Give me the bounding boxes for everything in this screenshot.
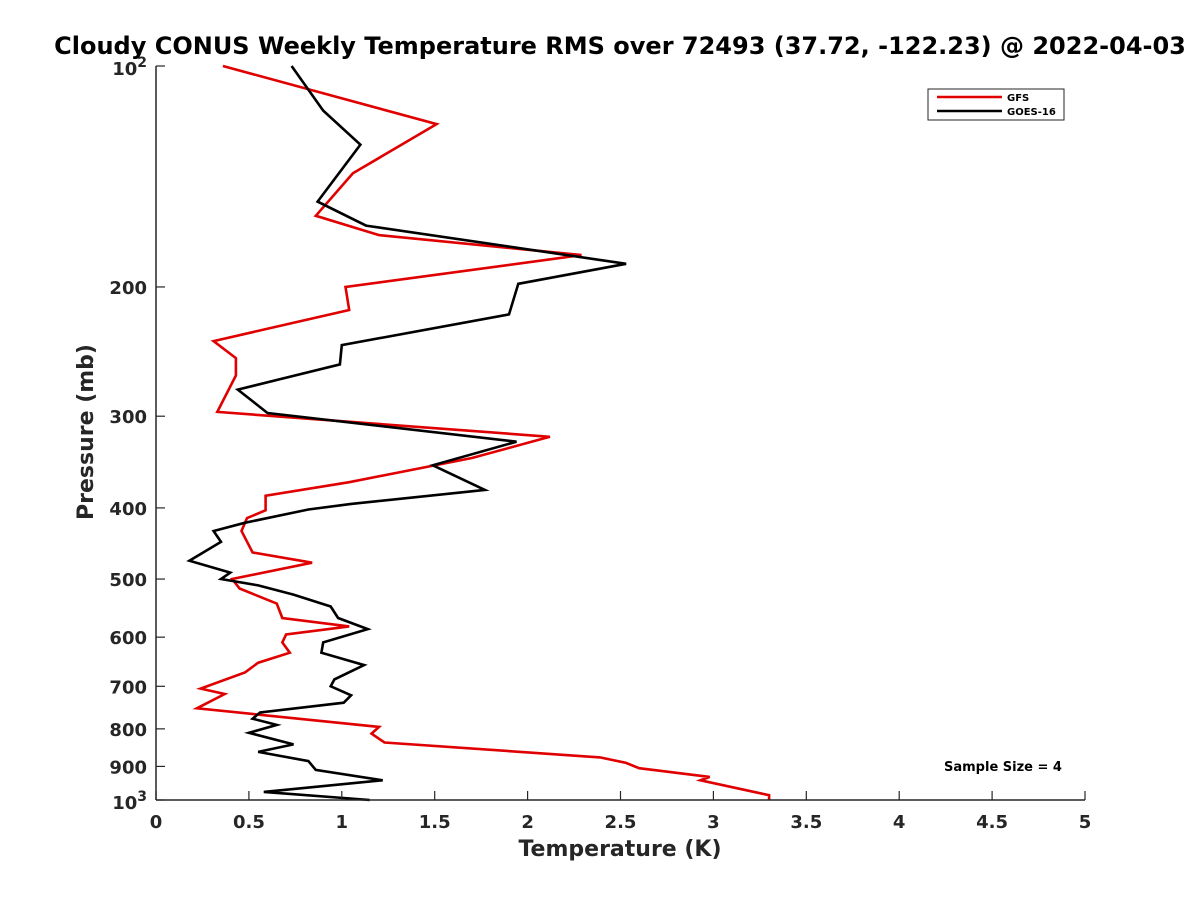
sample-size-annotation: Sample Size = 4 <box>944 760 1062 775</box>
x-axis-label: Temperature (K) <box>518 837 721 862</box>
x-tick-label: 4 <box>893 812 906 833</box>
y-tick-label: 700 <box>109 677 147 698</box>
axes-layer: 0 0.5 1 1.5 2 2.5 3 3.5 4 4.5 5 200 300 400 500 600 700 8… <box>109 55 1091 833</box>
chart-title: Cloudy CONUS Weekly Temperature RMS over… <box>54 32 1186 60</box>
legend: GFS GOES-16 <box>927 88 1065 121</box>
x-tick-label: 3 <box>707 812 720 833</box>
x-tick-label: 1.5 <box>419 812 451 833</box>
y-axis-label: Pressure (mb) <box>74 344 99 520</box>
y-tick-label: 600 <box>109 628 147 649</box>
x-tick-label: 5 <box>1079 812 1092 833</box>
y-tick-label: 900 <box>109 757 147 778</box>
x-tick-label: 0 <box>150 812 163 833</box>
y-tick-label-power: 103 <box>112 789 147 814</box>
y-tick-label: 500 <box>109 570 147 591</box>
y-tick-label: 400 <box>109 499 147 520</box>
x-tick-label: 3.5 <box>790 812 822 833</box>
legend-items: GFS GOES-16 <box>937 93 1056 118</box>
y-tick-label: 200 <box>109 278 147 299</box>
series-layer <box>186 64 771 802</box>
legend-label-goes-16: GOES-16 <box>1007 107 1056 118</box>
x-tick-label: 1 <box>336 812 349 833</box>
legend-box <box>927 88 1065 121</box>
series-line-gfs <box>192 64 771 800</box>
y-tick-label-power: 102 <box>112 55 147 80</box>
y-tick-label: 300 <box>109 407 147 428</box>
series-line-goes-16 <box>186 65 627 802</box>
y-tick-label: 800 <box>109 720 147 741</box>
legend-label-gfs: GFS <box>1007 93 1029 104</box>
x-tick-label: 4.5 <box>976 812 1008 833</box>
x-tick-label: 2.5 <box>605 812 637 833</box>
x-tick-label: 0.5 <box>233 812 265 833</box>
x-tick-label: 2 <box>521 812 534 833</box>
